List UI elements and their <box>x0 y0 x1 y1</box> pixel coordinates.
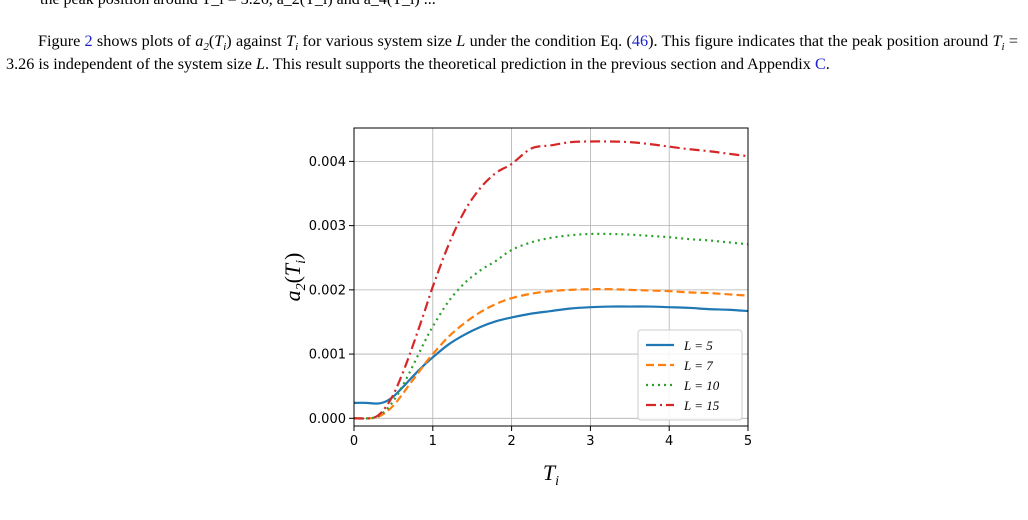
y-tick-label: 0.000 <box>309 412 346 427</box>
y-tick-label: 0.003 <box>309 219 346 234</box>
appendix-link[interactable]: C <box>814 55 826 73</box>
text-run: shows plots of <box>92 32 196 50</box>
y-tick-label: 0.001 <box>309 348 346 363</box>
figure-link[interactable]: 2 <box>84 32 93 50</box>
math-ti: Ti <box>992 32 1005 54</box>
figure-chart: 0 1 2 3 4 5 0.000 0.001 0.002 0.003 0.004 Ti a2(Ti) L… <box>280 127 752 489</box>
legend-box <box>637 329 743 421</box>
legend-label: L = 10 <box>683 378 720 393</box>
equation-link[interactable]: 46 <box>631 32 649 50</box>
cut-previous-line: the peak position around T_i = 3.26, a_2… <box>0 0 1028 10</box>
text-run: = 3.26 is independent of the system size <box>6 32 1018 73</box>
x-tick-label: 1 <box>429 434 437 449</box>
y-tick-label: 0.004 <box>309 155 346 170</box>
x-tick-label: 2 <box>507 434 515 449</box>
body-paragraph: Figure 2 shows plots of a2(Ti) against T… <box>6 30 1018 76</box>
text-run: Figure <box>38 32 85 50</box>
math-L: L <box>255 55 265 73</box>
x-tick-label: 3 <box>586 434 594 449</box>
text-run: ( <box>208 32 215 50</box>
math-a2: a2 <box>195 32 209 54</box>
x-tick-label: 0 <box>350 434 358 449</box>
legend-label: L = 15 <box>683 398 720 413</box>
math-ti: Ti <box>214 32 227 54</box>
plot-frame <box>353 127 749 427</box>
legend-label: L = 7 <box>683 358 713 373</box>
series-line-L5 <box>354 305 748 405</box>
text-run: ). This figure indicates that the peak p… <box>648 32 993 50</box>
math-L: L <box>456 32 466 50</box>
text-run: ) against <box>226 32 287 50</box>
x-axis-label: Ti <box>543 460 559 489</box>
paragraph-text: Figure 2 shows plots of a2(Ti) against T… <box>6 30 1018 76</box>
x-tick-label: 5 <box>744 434 752 449</box>
text-run: under the condition Eq. ( <box>465 32 632 50</box>
text-run: . <box>825 55 830 73</box>
cut-previous-line-text: the peak position around T_i = 3.26, a_2… <box>40 0 436 9</box>
text-run: . This result supports the theoretical p… <box>264 55 815 73</box>
legend-label: L = 5 <box>683 338 713 353</box>
math-ti: Ti <box>286 32 299 54</box>
series-line-L10 <box>354 232 748 420</box>
text-run: for various system size <box>298 32 457 50</box>
x-tick-label: 4 <box>665 434 673 449</box>
y-tick-label: 0.002 <box>309 283 346 298</box>
y-axis-label: a2(Ti) <box>280 253 309 302</box>
